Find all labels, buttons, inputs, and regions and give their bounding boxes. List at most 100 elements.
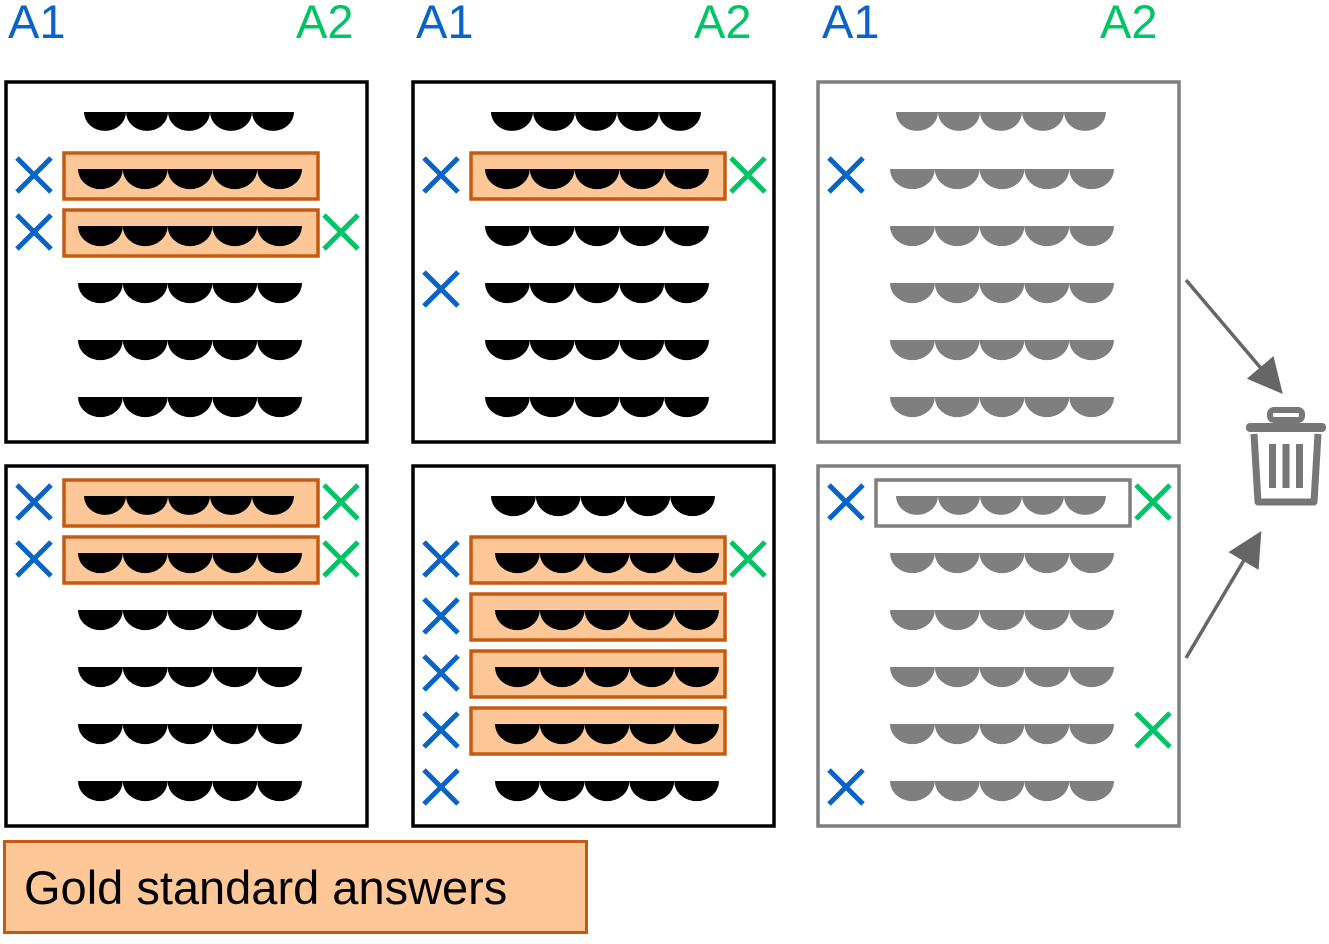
text-line	[84, 112, 294, 131]
a1-mark-icon	[422, 768, 460, 806]
wavy-text-line-icon	[78, 340, 302, 361]
text-line	[78, 340, 302, 361]
text-line	[78, 397, 302, 418]
wavy-text-line-icon	[78, 169, 302, 190]
wavy-text-line-icon	[78, 397, 302, 418]
text-line	[15, 151, 320, 201]
a1-mark-icon	[422, 156, 460, 194]
a1-mark-icon	[422, 654, 460, 692]
wavy-text-line-icon	[890, 610, 1115, 631]
wavy-text-line-icon	[890, 781, 1115, 802]
text-line	[890, 553, 1115, 574]
a2-mark-icon	[1134, 711, 1172, 749]
wavy-text-line-icon	[495, 553, 719, 574]
a1-mark-icon	[15, 213, 53, 251]
text-line	[827, 478, 1172, 528]
text-line	[890, 340, 1115, 361]
wavy-text-line-icon	[78, 226, 302, 247]
a1-mark-icon	[422, 270, 460, 308]
wavy-text-line-icon	[78, 553, 302, 574]
a2-mark-icon	[322, 483, 360, 521]
a1-mark-icon	[15, 156, 53, 194]
a1-mark-icon	[827, 768, 865, 806]
a2-mark-icon	[729, 540, 767, 578]
panel-frame	[4, 80, 369, 444]
panel-p4	[4, 464, 369, 828]
wavy-text-line-icon	[495, 781, 719, 802]
text-line	[78, 781, 302, 802]
wavy-text-line-icon	[896, 496, 1106, 515]
a1-label-col2: A1	[416, 0, 474, 48]
text-line	[896, 112, 1106, 131]
panel-frame	[411, 464, 776, 828]
wavy-text-line-icon	[78, 781, 302, 802]
wavy-text-line-icon	[84, 112, 294, 131]
a1-mark-icon	[422, 711, 460, 749]
wavy-text-line-icon	[491, 112, 701, 131]
text-line	[890, 226, 1115, 247]
text-line	[485, 397, 709, 418]
wavy-text-line-icon	[485, 340, 709, 361]
a2-label-col3: A2	[1100, 0, 1158, 48]
wavy-text-line-icon	[78, 723, 302, 745]
text-line	[890, 667, 1115, 688]
text-line	[78, 283, 302, 304]
a2-label-col1: A2	[296, 0, 354, 48]
gold-box	[874, 478, 1132, 528]
wavy-text-line-icon	[890, 169, 1115, 190]
text-line	[15, 208, 360, 258]
gold-standard-legend: Gold standard answers	[3, 840, 588, 934]
text-line	[422, 151, 767, 201]
panel-frame	[816, 80, 1181, 444]
a2-label-col2: A2	[694, 0, 752, 48]
text-line	[422, 649, 727, 699]
a1-mark-icon	[422, 597, 460, 635]
a1-mark-icon	[827, 483, 865, 521]
discard-arrow-upper	[1184, 278, 1283, 395]
wavy-text-line-icon	[890, 226, 1115, 247]
wavy-text-line-icon	[78, 610, 302, 631]
wavy-text-line-icon	[890, 397, 1115, 418]
panels	[4, 80, 1181, 828]
a1-mark-icon	[422, 540, 460, 578]
wavy-text-line-icon	[495, 667, 719, 688]
text-line	[890, 397, 1115, 418]
a1-label-col1: A1	[8, 0, 66, 48]
wavy-text-line-icon	[890, 724, 1115, 745]
text-line	[422, 270, 709, 308]
wavy-text-line-icon	[890, 553, 1115, 574]
a1-label-col3: A1	[822, 0, 880, 48]
wavy-text-line-icon	[485, 397, 709, 418]
wavy-text-line-icon	[896, 112, 1106, 131]
wavy-text-line-icon	[890, 667, 1115, 688]
wavy-text-line-icon	[495, 610, 719, 631]
wavy-text-line-icon	[485, 169, 709, 190]
wavy-text-line-icon	[491, 496, 715, 517]
panel-p1	[4, 80, 369, 444]
discard-arrow-lower	[1184, 530, 1262, 659]
text-line	[422, 706, 727, 756]
text-line	[827, 768, 1115, 806]
text-line	[491, 496, 715, 517]
wavy-text-line-icon	[485, 283, 709, 304]
panel-p6	[816, 464, 1181, 828]
wavy-text-line-icon	[84, 496, 294, 515]
legend-label: Gold standard answers	[24, 860, 508, 914]
text-line	[485, 340, 709, 361]
panel-frame	[4, 464, 369, 828]
text-line	[890, 283, 1115, 304]
a1-mark-icon	[15, 483, 53, 521]
trash-icon	[1246, 407, 1326, 506]
text-line	[15, 478, 360, 528]
text-line	[422, 592, 727, 642]
text-line	[491, 112, 701, 131]
a2-mark-icon	[1134, 483, 1172, 521]
wavy-text-line-icon	[890, 340, 1115, 361]
a2-mark-icon	[729, 156, 767, 194]
text-line	[78, 610, 302, 631]
panel-p2	[411, 80, 776, 444]
wavy-text-line-icon	[485, 226, 709, 247]
text-line	[15, 535, 360, 585]
wavy-text-line-icon	[78, 283, 302, 304]
